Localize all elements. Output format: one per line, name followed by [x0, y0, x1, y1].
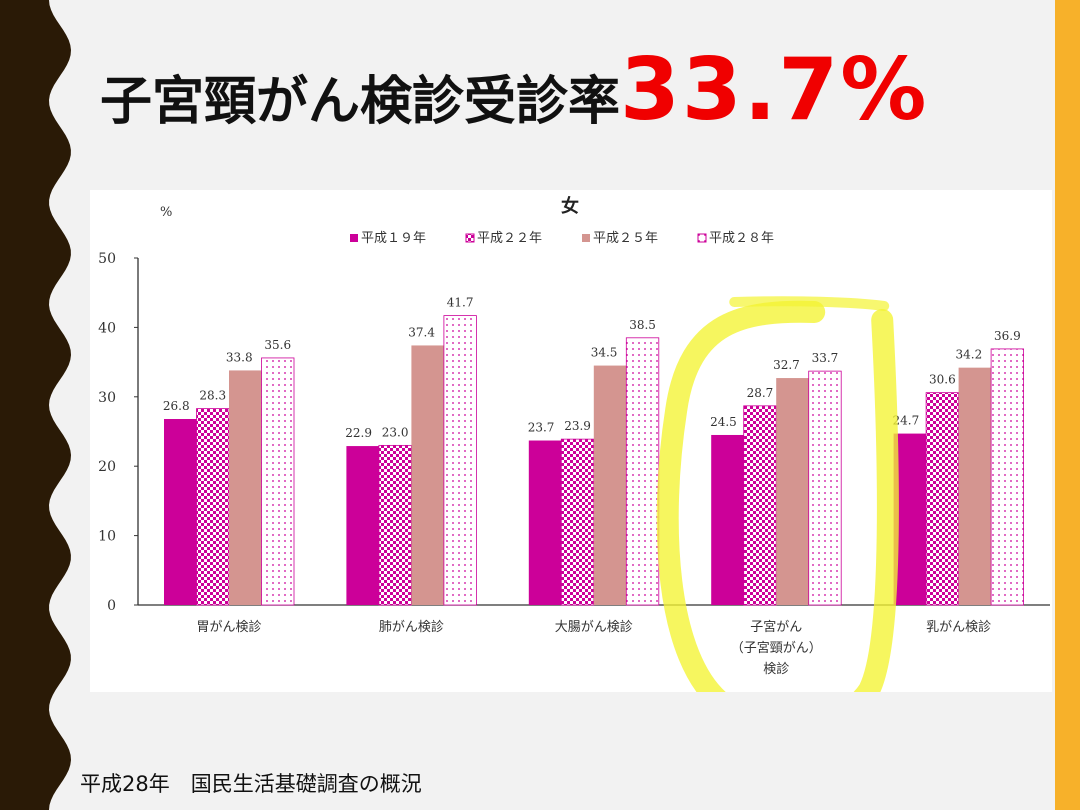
bar-1-2 — [411, 345, 444, 605]
category-label: （子宮頸がん） — [731, 640, 822, 656]
legend-swatch — [697, 233, 707, 243]
legend-swatch — [350, 234, 358, 242]
legend-label: 平成２２年 — [477, 231, 542, 246]
chart-title: 女 — [561, 195, 579, 217]
right-accent-band — [1055, 0, 1080, 810]
y-tick-label: 0 — [107, 598, 116, 614]
bar-3-2 — [776, 378, 809, 605]
legend-label: 平成２８年 — [709, 231, 774, 246]
bar-1-3 — [443, 315, 477, 606]
bar-value-label: 34.2 — [955, 348, 982, 362]
bar-value-label: 22.9 — [345, 426, 372, 440]
category-label: 肺がん検診 — [379, 619, 444, 635]
slide-title-value: 33.7% — [620, 40, 929, 140]
bar-3-0 — [711, 434, 744, 605]
bar-1-0 — [346, 446, 379, 605]
legend-swatch — [465, 233, 475, 243]
bar-4-2 — [958, 367, 992, 605]
bar-value-label: 41.7 — [447, 296, 474, 310]
bar-0-0 — [164, 419, 197, 605]
legend-label: 平成２５年 — [593, 231, 658, 246]
bar-0-2 — [229, 370, 262, 605]
bar-value-label: 38.5 — [629, 318, 656, 332]
category-label: 乳がん検診 — [926, 619, 991, 635]
bar-value-label: 33.8 — [226, 350, 253, 364]
bar-1-1 — [378, 444, 412, 606]
bar-value-label: 23.7 — [528, 421, 555, 435]
bar-value-label: 36.9 — [994, 329, 1021, 343]
highlight-marker-top — [729, 296, 890, 311]
bar-value-label: 26.8 — [163, 399, 190, 413]
bar-value-label: 24.7 — [892, 414, 919, 428]
bar-value-label: 23.9 — [564, 419, 591, 433]
category-label: 子宮がん — [750, 619, 802, 635]
highlight-marker-stroke — [656, 300, 899, 692]
bar-value-label: 24.5 — [710, 415, 737, 429]
bar-4-3 — [990, 348, 1024, 606]
bar-2-0 — [528, 440, 562, 605]
bar-value-label: 32.7 — [773, 358, 800, 372]
category-label: 胃がん検診 — [196, 619, 261, 635]
legend-swatch — [582, 234, 590, 242]
y-axis-unit: % — [160, 205, 172, 220]
bar-value-label: 28.7 — [747, 386, 774, 400]
bar-2-2 — [593, 365, 627, 605]
left-decorative-band — [0, 0, 71, 810]
bar-value-label: 23.0 — [382, 425, 409, 439]
slide-title: 子宮頸がん検診受診率 33.7% — [100, 40, 928, 150]
bar-value-label: 30.6 — [929, 373, 956, 387]
slide-title-text: 子宮頸がん検診受診率 — [100, 72, 621, 132]
y-tick-label: 20 — [98, 459, 116, 475]
y-tick-label: 10 — [98, 529, 116, 545]
bar-3-1 — [743, 405, 777, 606]
bar-value-label: 28.3 — [199, 389, 226, 403]
y-tick-label: 50 — [98, 251, 116, 267]
bar-value-label: 33.7 — [812, 351, 839, 365]
bar-4-0 — [893, 433, 927, 605]
bar-0-1 — [196, 408, 230, 606]
bar-2-1 — [560, 438, 595, 606]
source-caption: 平成28年 国民生活基礎調査の概況 — [80, 772, 422, 796]
bar-value-label: 37.4 — [408, 325, 435, 339]
chart-panel: 女% 0 10 20 30 40 50 26.8 28.3 33.8 35.6 胃がん検診 22.9 2… — [90, 190, 1052, 692]
bar-3-3 — [808, 370, 842, 606]
bar-value-label: 35.6 — [264, 338, 291, 352]
bar-value-label: 34.5 — [591, 346, 618, 360]
legend-label: 平成１９年 — [361, 231, 426, 246]
bar-chart: 女% 0 10 20 30 40 50 26.8 28.3 33.8 35.6 胃がん検診 22.9 2… — [98, 195, 1050, 692]
y-tick-label: 30 — [98, 390, 116, 406]
category-label: 大腸がん検診 — [555, 619, 633, 635]
category-label: 検診 — [763, 661, 789, 677]
bar-0-3 — [261, 357, 295, 606]
y-tick-label: 40 — [98, 320, 116, 336]
bar-4-1 — [925, 392, 959, 606]
bar-2-3 — [625, 337, 660, 606]
